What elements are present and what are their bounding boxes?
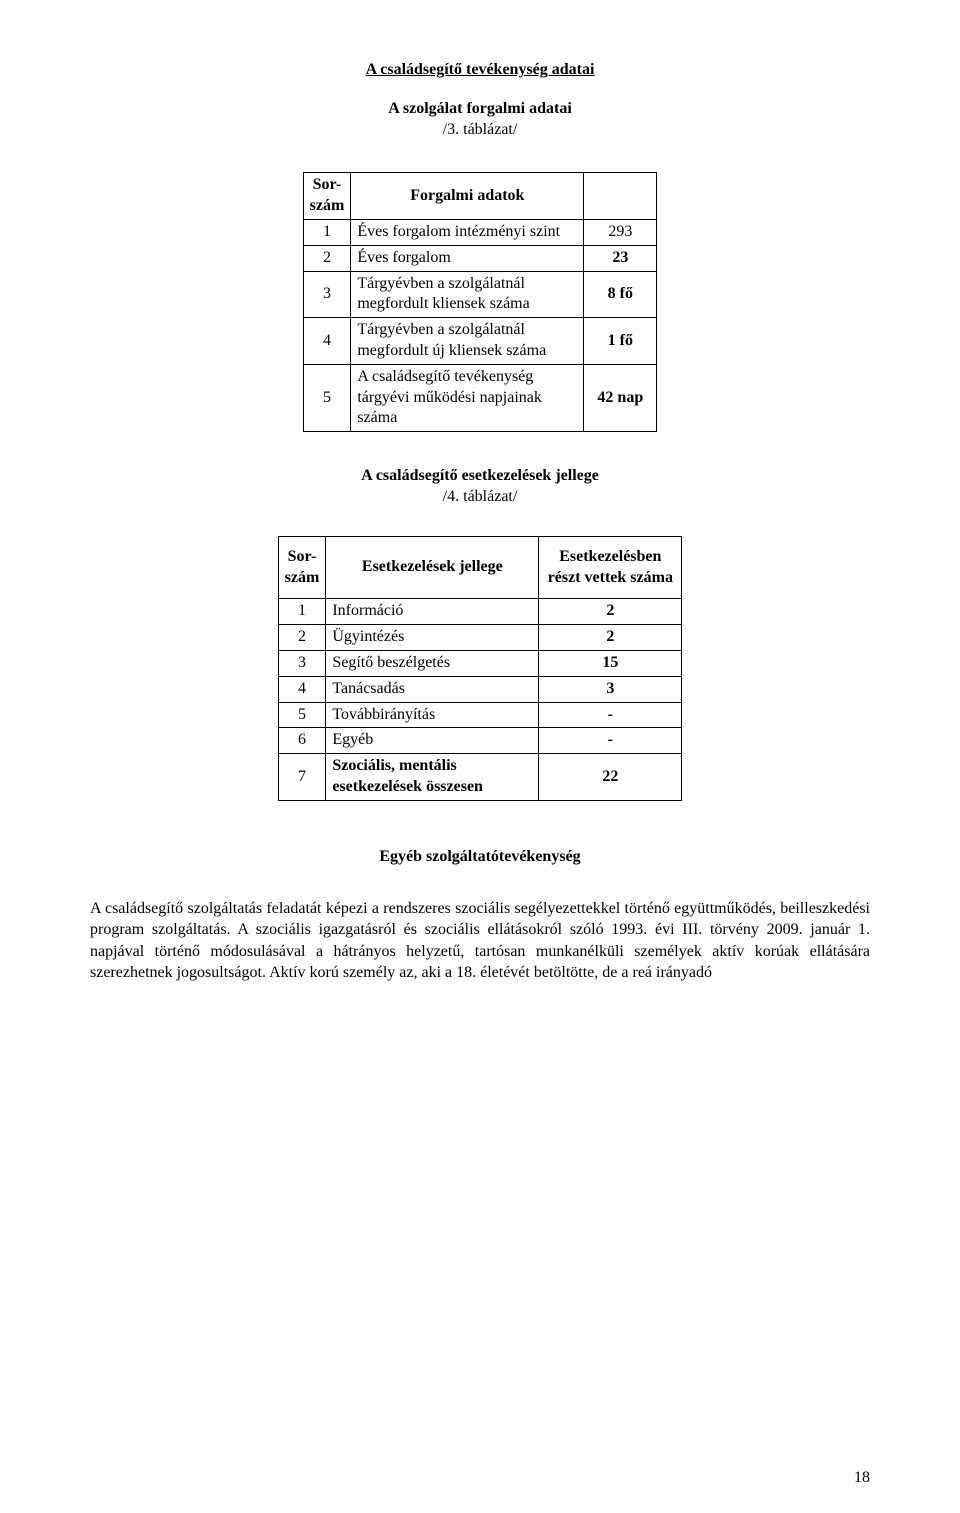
table-row: 4 Tárgyévben a szolgálatnál megfordult ú… <box>303 318 657 365</box>
table-row: 3 Segítő beszélgetés 15 <box>278 650 682 676</box>
t2-row-num: 7 <box>278 754 326 801</box>
table-1: Sor- szám Forgalmi adatok 1 Éves forgalo… <box>303 172 658 432</box>
t2-row-num: 1 <box>278 599 326 625</box>
subtitle-ref: /3. táblázat/ <box>90 120 870 141</box>
section2-title: A családsegítő esetkezelések jellege <box>90 466 870 487</box>
t1-row-num: 2 <box>303 245 351 271</box>
table-row: 5 A családsegítő tevékenység tárgyévi mű… <box>303 364 657 431</box>
subtitle: A szolgálat forgalmi adatai <box>90 99 870 120</box>
t2-row-num: 6 <box>278 728 326 754</box>
t1-row-label: Tárgyévben a szolgálatnál megfordult új … <box>351 318 584 365</box>
t1-row-num: 5 <box>303 364 351 431</box>
t1-header-num: Sor- szám <box>303 173 351 220</box>
page-title: A családsegítő tevékenység adatai <box>90 60 870 81</box>
t1-row-label: A családsegítő tevékenység tárgyévi műkö… <box>351 364 584 431</box>
table-row: 3 Tárgyévben a szolgálatnál megfordult k… <box>303 271 657 318</box>
t2-row-num: 4 <box>278 676 326 702</box>
section3-title: Egyéb szolgáltatótevékenység <box>90 847 870 868</box>
t2-row-label: Tanácsadás <box>326 676 539 702</box>
t2-row-num: 2 <box>278 625 326 651</box>
t1-row-num: 3 <box>303 271 351 318</box>
t2-row-label: Szociális, mentális esetkezelések összes… <box>326 754 539 801</box>
table-2: Sor- szám Esetkezelések jellege Esetkeze… <box>278 536 683 801</box>
t2-row-value: 22 <box>539 754 682 801</box>
t1-row-value: 8 fő <box>584 271 657 318</box>
t2-row-value: - <box>539 728 682 754</box>
table-row: 2 Éves forgalom 23 <box>303 245 657 271</box>
t2-row-num: 5 <box>278 702 326 728</box>
t2-header-num: Sor- szám <box>278 536 326 599</box>
t1-row-value: 23 <box>584 245 657 271</box>
table-row: 1 Éves forgalom intézményi szint 293 <box>303 219 657 245</box>
table-row: 7 Szociális, mentális esetkezelések össz… <box>278 754 682 801</box>
t1-row-num: 4 <box>303 318 351 365</box>
body-paragraph: A családsegítő szolgáltatás feladatát ké… <box>90 898 870 984</box>
t1-row-label: Tárgyévben a szolgálatnál megfordult kli… <box>351 271 584 318</box>
t1-row-value: 293 <box>584 219 657 245</box>
t1-row-value: 42 nap <box>584 364 657 431</box>
t1-header-desc: Forgalmi adatok <box>351 173 584 220</box>
t1-header-empty <box>584 173 657 220</box>
table-row: 5 Továbbirányítás - <box>278 702 682 728</box>
t1-row-value: 1 fő <box>584 318 657 365</box>
t2-row-value: 3 <box>539 676 682 702</box>
t1-row-label: Éves forgalom <box>351 245 584 271</box>
t2-row-value: 2 <box>539 625 682 651</box>
t2-row-label: Ügyintézés <box>326 625 539 651</box>
table-row: 1 Információ 2 <box>278 599 682 625</box>
t2-row-value: 15 <box>539 650 682 676</box>
table-row: 2 Ügyintézés 2 <box>278 625 682 651</box>
table-row: 4 Tanácsadás 3 <box>278 676 682 702</box>
section2-ref: /4. táblázat/ <box>90 487 870 508</box>
t2-header-desc: Esetkezelések jellege <box>326 536 539 599</box>
t2-row-label: Információ <box>326 599 539 625</box>
t2-row-label: Egyéb <box>326 728 539 754</box>
page-number: 18 <box>854 1468 870 1489</box>
t2-row-value: 2 <box>539 599 682 625</box>
t2-row-value: - <box>539 702 682 728</box>
t2-row-label: Továbbirányítás <box>326 702 539 728</box>
t2-header-val: Esetkezelésben részt vettek száma <box>539 536 682 599</box>
table-row: 6 Egyéb - <box>278 728 682 754</box>
t1-row-num: 1 <box>303 219 351 245</box>
t2-row-label: Segítő beszélgetés <box>326 650 539 676</box>
t2-row-num: 3 <box>278 650 326 676</box>
t1-row-label: Éves forgalom intézményi szint <box>351 219 584 245</box>
